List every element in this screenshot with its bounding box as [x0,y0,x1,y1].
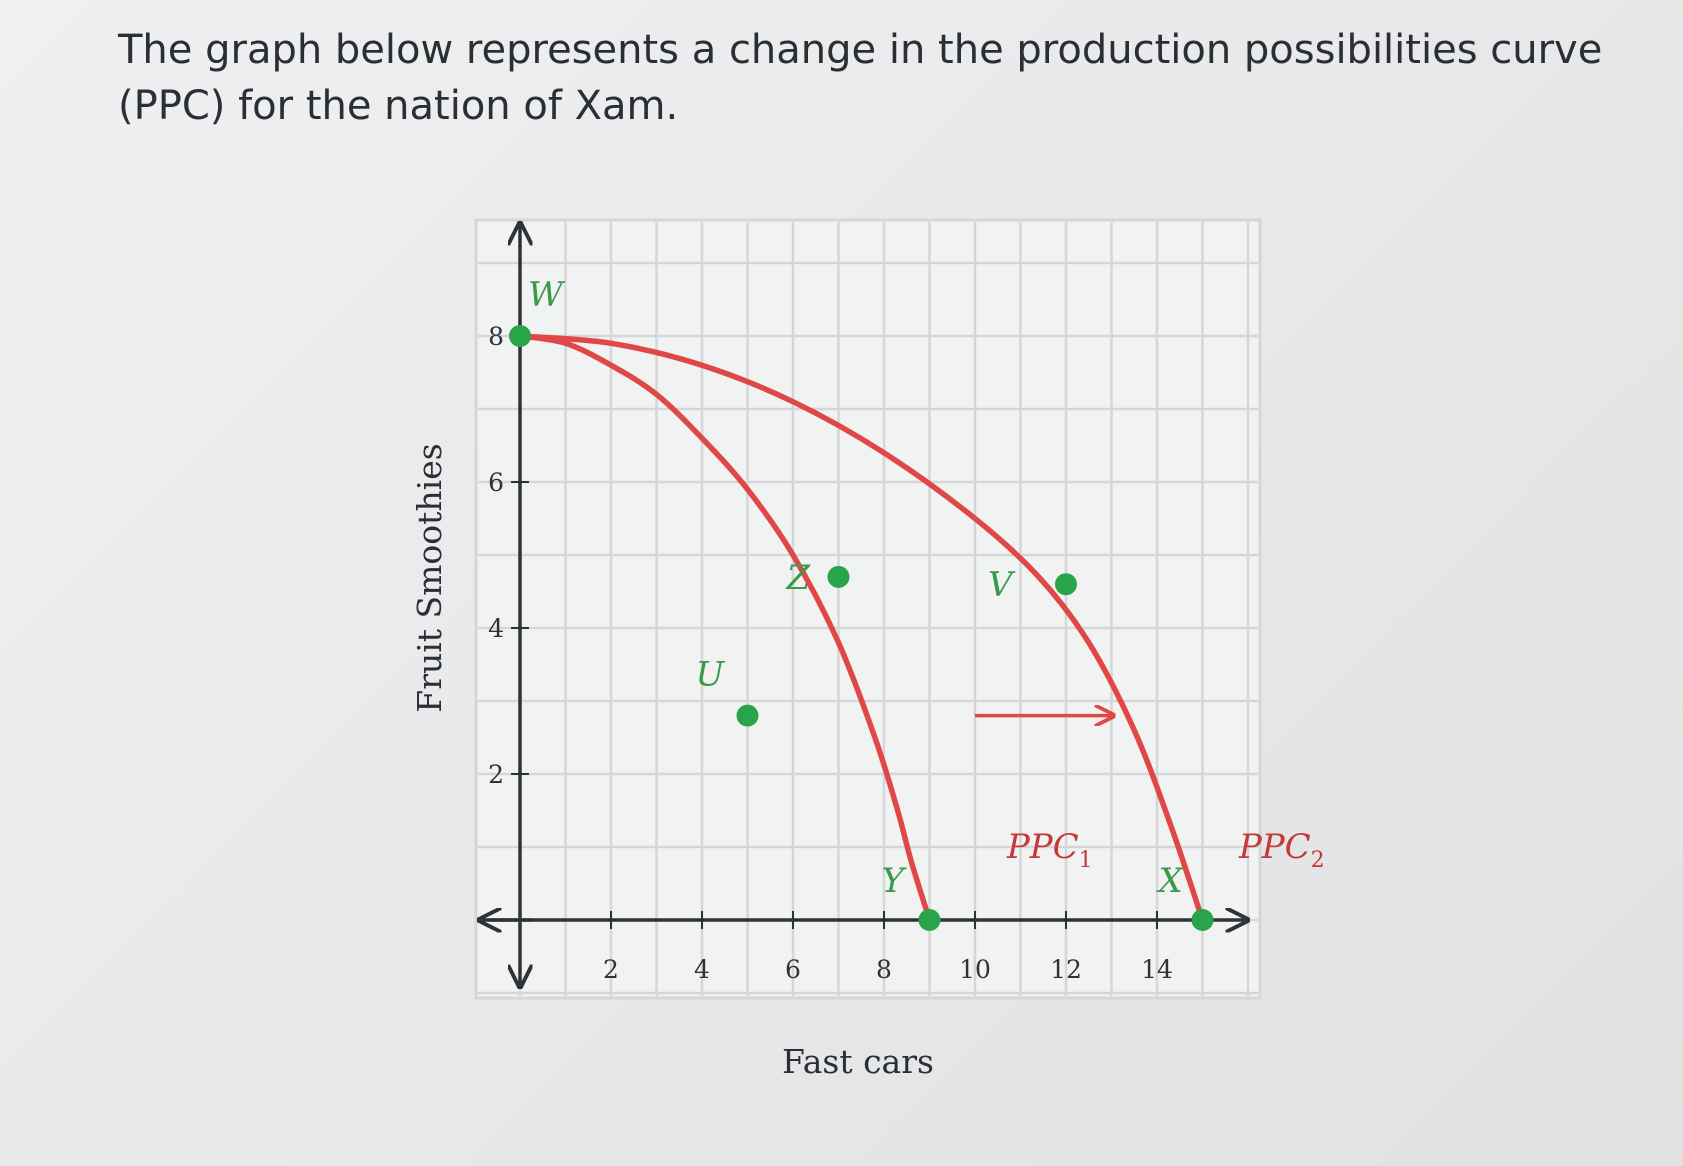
point-label-v: V [988,565,1016,605]
x-axis-title: Fast cars [782,1042,934,1081]
point-x [1191,909,1214,931]
question-text: The graph below represents a change in t… [118,27,1603,129]
point-label-w: W [528,275,566,315]
y-axis-title: Fruit Smoothies [410,443,449,712]
plot-background [474,218,1262,1000]
point-z [827,565,850,588]
ppc-curve-2 [517,333,1206,923]
point-v [1055,573,1077,596]
x-tick-label: 10 [959,955,991,984]
x-tick-label: 4 [694,955,710,984]
tick-marks: 2 4 6 8 10 12 14 2 4 6 8 [488,322,1173,984]
x-tick-label: 8 [876,955,892,984]
curve-label-1: PPC1 [1006,827,1093,873]
point-label-z: Z [786,558,812,598]
x-tick-label: 6 [785,955,801,984]
curves: PPC1 PPC2 [517,333,1325,923]
curve-label-2: PPC2 [1238,827,1325,873]
point-label-y: Y [882,861,908,901]
x-tick-label: 2 [603,955,619,984]
point-y [918,909,941,931]
ppc-curve-1 [517,333,933,923]
points: W Z V U Y X [509,275,1214,931]
y-tick-label: 8 [488,322,504,351]
y-tick-label: 4 [488,614,504,643]
y-tick-label: 6 [488,468,504,497]
point-label-x: X [1156,861,1185,901]
point-u [736,704,759,727]
point-w [509,325,531,347]
y-tick-label: 2 [488,760,504,789]
point-label-u: U [696,655,726,695]
x-tick-label: 14 [1141,955,1173,984]
x-tick-label: 12 [1050,955,1082,984]
